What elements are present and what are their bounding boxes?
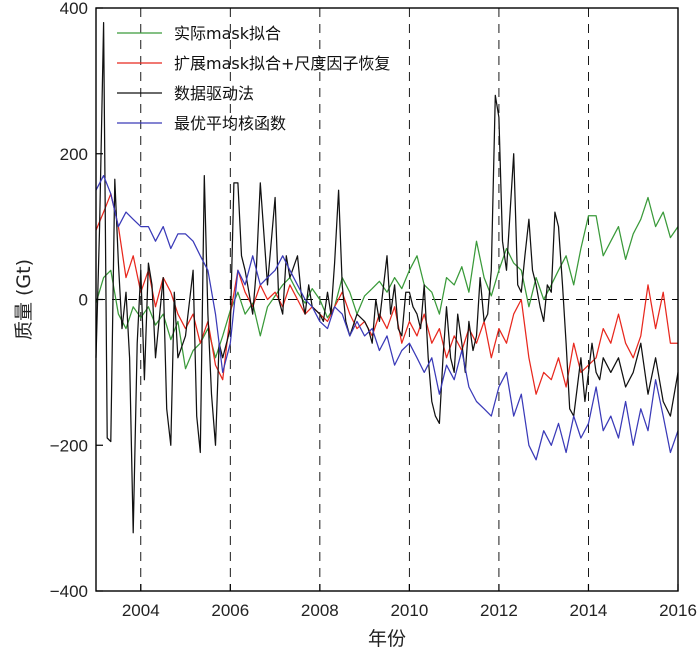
series-line-2: [95, 193, 678, 395]
x-tick-label: 2004: [122, 601, 160, 620]
y-axis-title: 质量 (Gt): [13, 259, 35, 340]
x-tick-label: 2008: [301, 601, 339, 620]
series-line-3: [95, 21, 679, 534]
x-tick-label: 2010: [390, 601, 428, 620]
legend-label-1: 实际mask拟合: [174, 24, 281, 43]
y-tick-label: −400: [50, 582, 88, 601]
legend-label-4: 最优平均核函数: [174, 114, 286, 133]
x-tick-label: 2006: [211, 601, 249, 620]
tick-labels: 2004 2006 2008 2010 2012 2014 2016 −400 −200 0 200…: [50, 0, 697, 620]
axis-ticks: [96, 7, 679, 592]
x-tick-label: 2012: [480, 601, 518, 620]
y-tick-label: 200: [60, 145, 88, 164]
x-axis-title: 年份: [368, 628, 406, 650]
legend-label-2: 扩展mask拟合+尺度因子恢复: [174, 54, 390, 73]
y-tick-label: −200: [50, 436, 88, 455]
y-tick-label: 0: [79, 291, 88, 310]
series-lines: [95, 21, 679, 534]
y-tick-label: 400: [60, 0, 88, 18]
series-line-4: [95, 174, 679, 461]
x-tick-label: 2016: [659, 601, 697, 620]
legend-label-3: 数据驱动法: [174, 84, 254, 103]
x-tick-label: 2014: [570, 601, 608, 620]
series-line-1: [95, 196, 679, 370]
